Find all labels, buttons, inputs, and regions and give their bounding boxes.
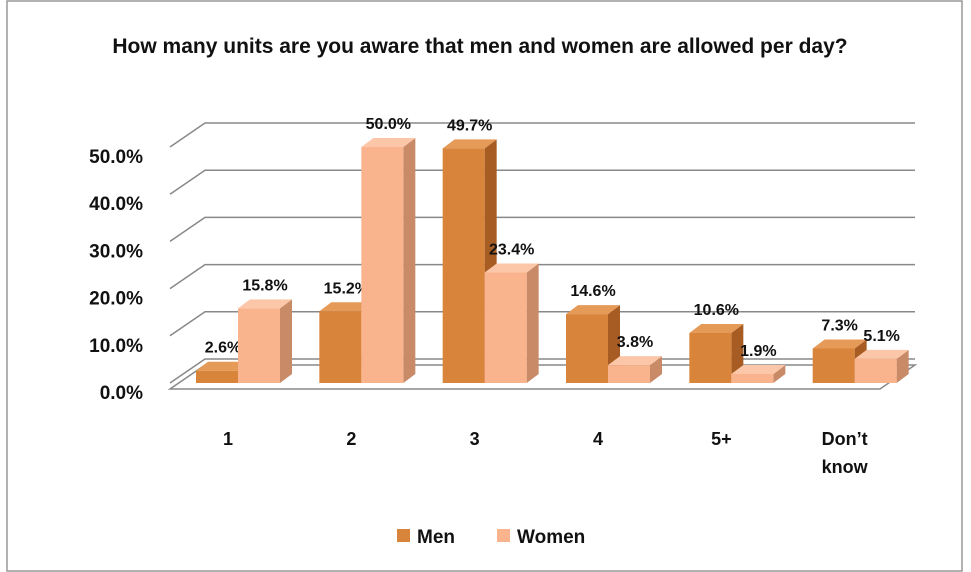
- legend-label: Men: [417, 527, 455, 548]
- data-label: 15.8%: [242, 277, 287, 294]
- bar: [608, 356, 662, 383]
- bar: [731, 365, 786, 383]
- bar-top: [442, 139, 497, 149]
- grid-line: [169, 122, 915, 148]
- bar-front: [566, 314, 608, 383]
- bar-front: [484, 272, 527, 383]
- bar-front: [196, 370, 238, 383]
- grid-line: [169, 263, 915, 290]
- data-label: 5.1%: [863, 328, 899, 345]
- x-tick-label: 5+: [711, 429, 732, 449]
- bar-front: [812, 348, 855, 383]
- bar-top: [731, 365, 786, 375]
- bar-top: [238, 299, 292, 309]
- legend-label: Women: [517, 527, 585, 548]
- x-tick-label: 3: [469, 429, 480, 449]
- bar-front: [319, 311, 362, 383]
- data-label: 15.2%: [324, 280, 369, 297]
- bar-top: [566, 305, 620, 315]
- grid-line: [169, 169, 915, 195]
- data-label: 10.6%: [694, 302, 739, 319]
- bar-front: [854, 358, 897, 383]
- data-label: 50.0%: [366, 116, 411, 133]
- bar-top: [361, 138, 416, 147]
- chart-title: How many units are you aware that men an…: [112, 35, 848, 58]
- data-label: 49.7%: [447, 117, 492, 134]
- data-label: 7.3%: [821, 318, 857, 335]
- x-tick-label: 2: [346, 429, 357, 449]
- bar-top: [484, 263, 539, 273]
- bar: [854, 349, 909, 383]
- bar-side: [896, 349, 909, 383]
- bar: [484, 263, 539, 383]
- y-tick-label: 30.0%: [89, 241, 143, 262]
- chart-border: [6, 0, 963, 572]
- legend-swatch: [397, 529, 410, 542]
- x-tick-label: 1: [222, 429, 233, 449]
- bar-top: [319, 302, 374, 312]
- bar: [196, 361, 250, 383]
- data-label: 2.6%: [205, 340, 241, 357]
- bar-side: [403, 138, 416, 383]
- bar-side: [773, 365, 786, 383]
- bar: [238, 299, 292, 383]
- bar-front: [608, 365, 650, 383]
- bar-front: [731, 374, 774, 383]
- data-label: 1.9%: [740, 343, 776, 360]
- x-tick-label: 4: [592, 429, 603, 449]
- bar-front: [442, 148, 485, 383]
- bar-top: [854, 349, 909, 359]
- grid-line: [169, 216, 915, 243]
- y-tick-label: 10.0%: [89, 336, 143, 357]
- y-tick-label: 40.0%: [89, 194, 143, 215]
- bar-side: [650, 356, 662, 383]
- grid-line: [169, 311, 915, 337]
- y-tick-label: 50.0%: [89, 147, 143, 168]
- bar: [361, 138, 416, 383]
- grid-line: [169, 358, 915, 384]
- bar-side: [526, 263, 539, 383]
- bar-front: [238, 308, 280, 383]
- data-label: 23.4%: [489, 242, 534, 259]
- legend-swatch: [497, 529, 510, 542]
- bar-top: [608, 356, 662, 366]
- bar-top: [196, 361, 250, 371]
- bar-side: [280, 299, 292, 383]
- x-tick-label: Don’t know: [821, 429, 868, 477]
- y-tick-label: 20.0%: [89, 289, 143, 310]
- bar-top: [689, 323, 744, 333]
- bar-top: [812, 339, 867, 349]
- bar-front: [361, 147, 404, 383]
- y-tick-label: 0.0%: [100, 383, 143, 404]
- bar-front: [689, 332, 732, 383]
- data-label: 3.8%: [617, 334, 653, 351]
- data-label: 14.6%: [570, 283, 615, 300]
